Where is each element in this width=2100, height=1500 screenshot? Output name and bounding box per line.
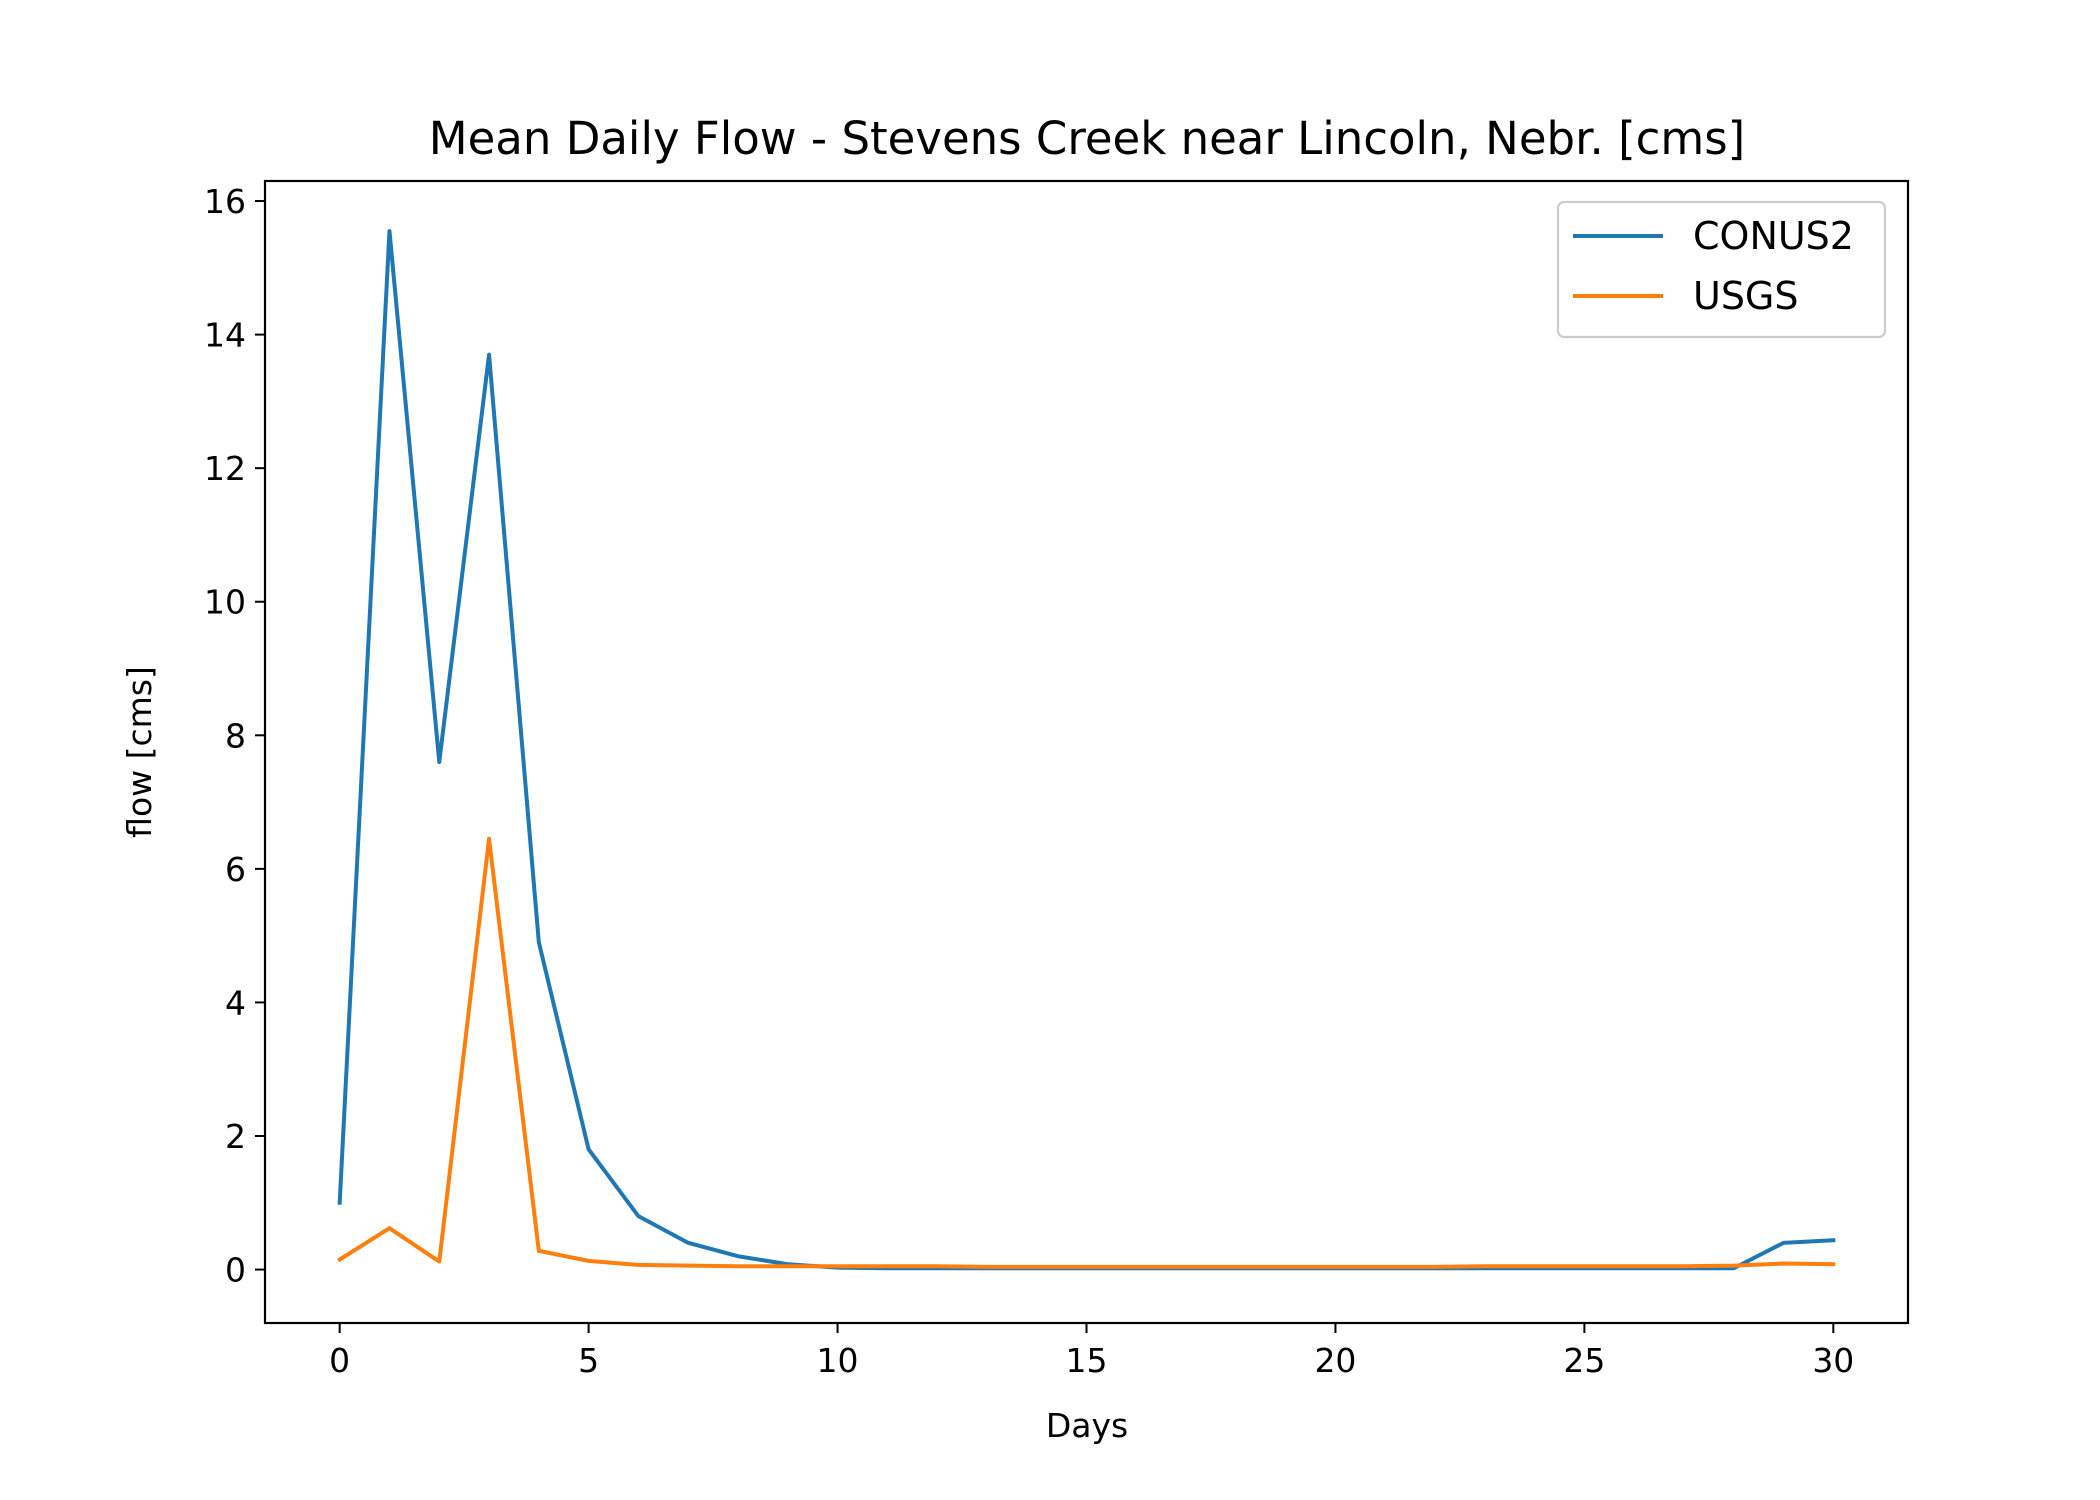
- plot-frame: [263, 179, 1910, 1325]
- y-tick-label: 2: [225, 1117, 246, 1156]
- legend: CONUS2 USGS: [1556, 200, 1887, 339]
- y-tick-label: 4: [225, 983, 246, 1022]
- x-tick-label: 10: [817, 1341, 859, 1380]
- y-tick-label: 0: [225, 1251, 246, 1290]
- y-tick-label: 6: [225, 850, 246, 889]
- x-tick-label: 0: [329, 1341, 350, 1380]
- y-tick-label: 14: [204, 316, 246, 355]
- x-tick-label: 20: [1314, 1341, 1356, 1380]
- x-tick-label: 15: [1066, 1341, 1108, 1380]
- legend-label-usgs: USGS: [1693, 274, 1799, 318]
- y-axis-label: flow [cms]: [120, 666, 159, 838]
- x-tick-label: 25: [1563, 1341, 1605, 1380]
- x-axis-ticks: 0 5 10 15 20 25 30: [329, 1323, 1854, 1380]
- series-line-usgs: [336, 836, 1836, 1269]
- y-tick-label: 10: [204, 583, 246, 622]
- x-axis-label: Days: [1046, 1406, 1128, 1445]
- x-tick-label: 30: [1812, 1341, 1854, 1380]
- y-tick-label: 12: [204, 449, 246, 488]
- y-axis-ticks: 0 2 4 6 8 10 12 14 16: [204, 182, 265, 1290]
- plot-lines: [336, 229, 1836, 1271]
- y-tick-label: 8: [225, 716, 246, 755]
- y-tick-label: 16: [204, 182, 246, 221]
- x-tick-label: 5: [578, 1341, 599, 1380]
- chart-title: Mean Daily Flow - Stevens Creek near Lin…: [429, 112, 1745, 165]
- legend-label-conus2: CONUS2: [1693, 214, 1854, 258]
